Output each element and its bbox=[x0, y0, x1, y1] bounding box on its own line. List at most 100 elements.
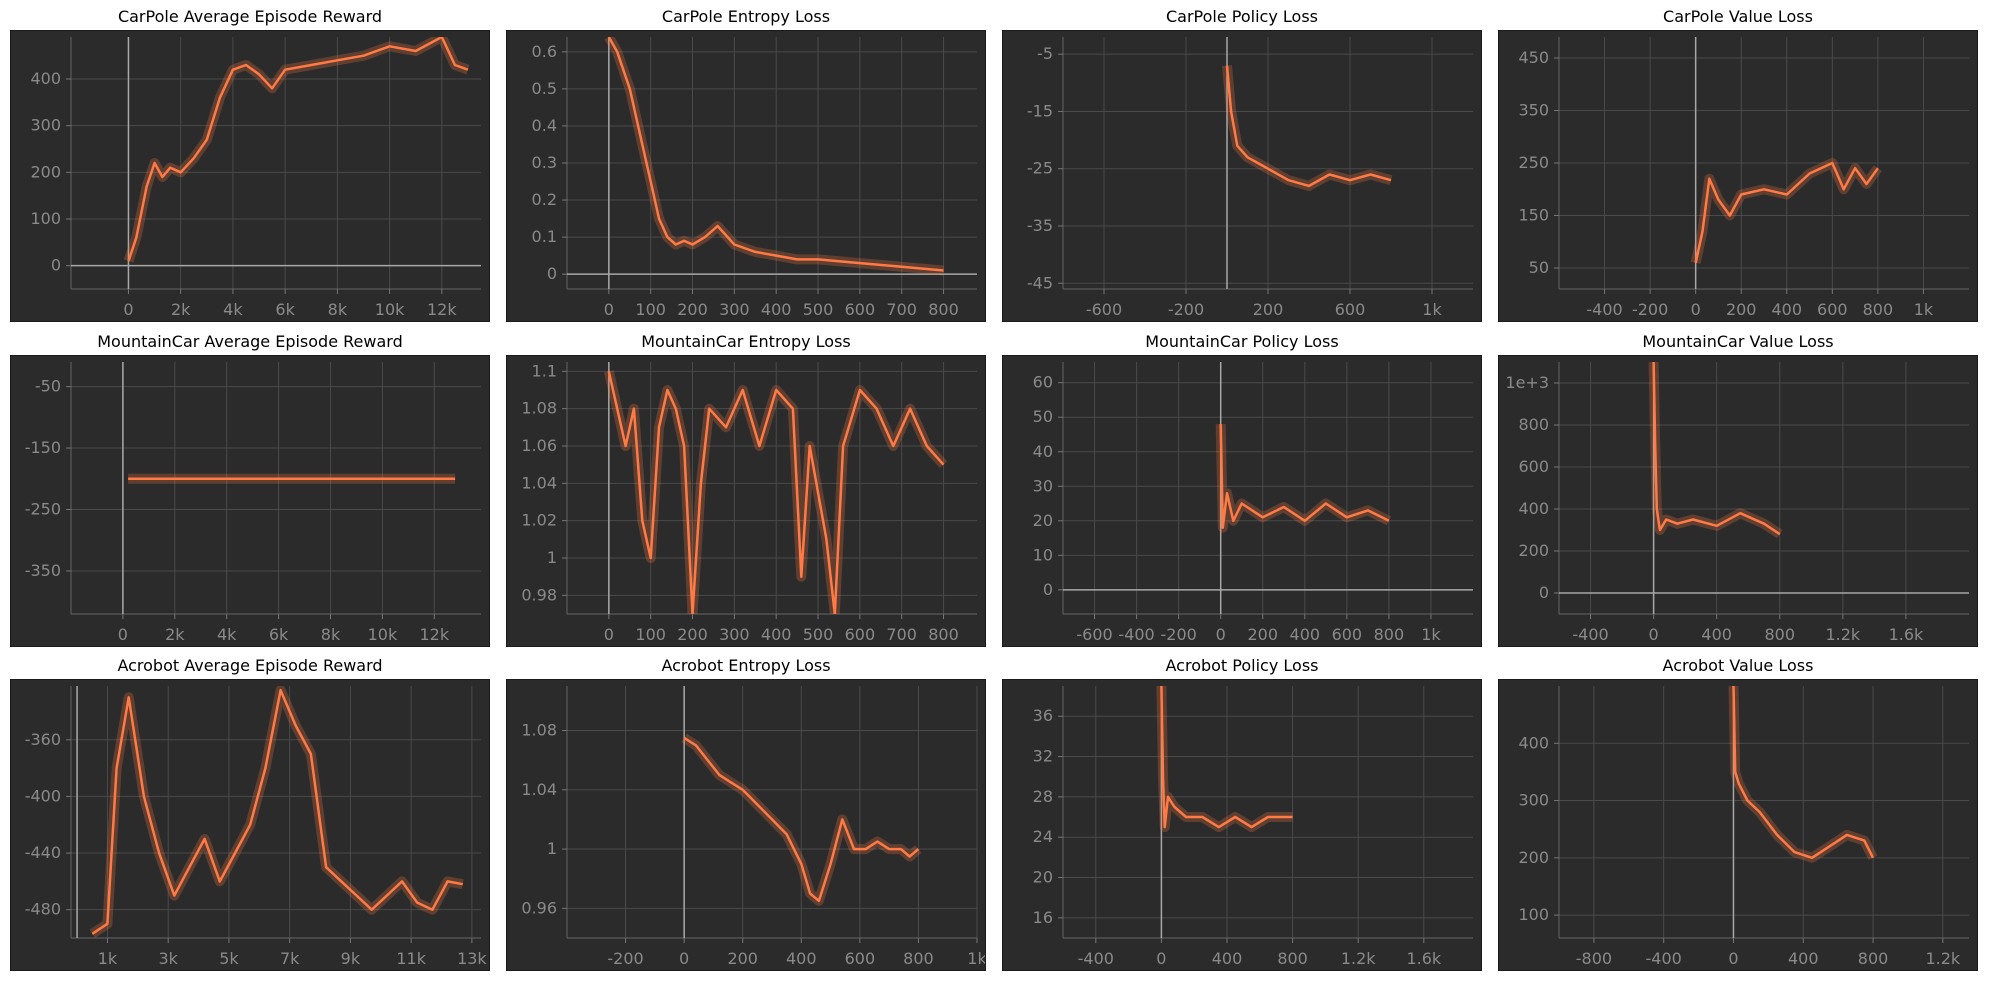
series-line bbox=[1219, 424, 1390, 529]
plot-area: 0 2k 4k 6k 8k 10k 12k 0 100 200 300 400 bbox=[10, 30, 490, 322]
series-raw-band bbox=[123, 37, 470, 263]
x-tick-label: 600 bbox=[845, 949, 876, 968]
plot-area: -600 -200 200 600 1k -45 -35 -25 -15 -5 bbox=[1002, 30, 1482, 322]
x-tick-label: 0 bbox=[1156, 949, 1166, 968]
x-tick-label: 400 bbox=[761, 625, 792, 644]
chart-panel: Acrobot Entropy Loss -200 0 200 400 600 800 1k 0… bbox=[506, 653, 986, 978]
series-line bbox=[683, 736, 920, 903]
x-tick-label: 500 bbox=[803, 625, 834, 644]
series-line bbox=[1160, 686, 1293, 829]
y-tick-label: 1 bbox=[547, 839, 557, 858]
chart-title: MountainCar Entropy Loss bbox=[641, 332, 851, 351]
x-tick-label: 1.2k bbox=[1825, 625, 1860, 644]
plot-area: 0 100 200 300 400 500 600 700 800 0 0.1 0.2 0.3 0.4 0.… bbox=[506, 30, 986, 322]
y-tick-label: 300 bbox=[1518, 791, 1549, 810]
chart-panel: Acrobot Policy Loss -400 0 400 800 1.2k 1.6k 16… bbox=[1002, 653, 1482, 978]
x-tick-label: 200 bbox=[1253, 300, 1284, 319]
y-tick-label: 200 bbox=[1518, 541, 1549, 560]
y-tick-label: 0.3 bbox=[532, 153, 557, 172]
chart-svg: -600 -200 200 600 1k -45 -35 -25 -15 -5 bbox=[1027, 37, 1473, 319]
y-tick-label: 1 bbox=[547, 548, 557, 567]
series-raw-band bbox=[1222, 65, 1393, 191]
x-tick-label: 0 bbox=[1216, 625, 1226, 644]
x-tick-label: 10k bbox=[368, 625, 398, 644]
x-tick-label: 5k bbox=[219, 949, 239, 968]
x-tick-label: 2k bbox=[165, 625, 185, 644]
x-tick-label: 800 bbox=[1764, 625, 1795, 644]
x-tick-label: 200 bbox=[1247, 625, 1278, 644]
x-tick-label: 600 bbox=[1332, 625, 1363, 644]
x-tick-label: 8k bbox=[328, 300, 348, 319]
chart-svg: 0 2k 4k 6k 8k 10k 12k -350 -250 -150 -50 bbox=[25, 362, 481, 644]
x-tick-label: 700 bbox=[886, 300, 917, 319]
chart-title: MountainCar Average Episode Reward bbox=[97, 332, 403, 351]
y-tick-label: 100 bbox=[30, 209, 61, 228]
series-line bbox=[91, 688, 464, 935]
x-tick-label: 300 bbox=[719, 625, 750, 644]
chart-panel: CarPole Policy Loss -600 -200 200 600 1k -45 -3… bbox=[1002, 4, 1482, 329]
y-tick-label: 1.06 bbox=[521, 436, 557, 455]
x-tick-label: 1k bbox=[1421, 625, 1441, 644]
x-tick-label: -600 bbox=[1076, 625, 1112, 644]
x-tick-label: 400 bbox=[1701, 625, 1732, 644]
x-tick-label: 0 bbox=[1649, 625, 1659, 644]
y-tick-label: 400 bbox=[30, 69, 61, 88]
x-tick-label: 200 bbox=[1726, 300, 1757, 319]
plot-area: -400 -200 0 200 400 600 800 1k 50 150 250 350 450 bbox=[1498, 30, 1978, 322]
y-tick-label: 1.08 bbox=[521, 399, 557, 418]
plot-area: -400 0 400 800 1.2k 1.6k 0 200 400 600 800 1e+3 bbox=[1498, 355, 1978, 647]
y-tick-label: 400 bbox=[1518, 733, 1549, 752]
y-tick-label: 1.04 bbox=[521, 473, 557, 492]
chart-panel: MountainCar Average Episode Reward 0 2k 4k 6… bbox=[10, 329, 490, 654]
y-tick-label: 50 bbox=[1033, 407, 1053, 426]
y-tick-label: 0 bbox=[1043, 580, 1053, 599]
plot-area: -800 -400 0 400 800 1.2k 100 200 300 400 bbox=[1498, 679, 1978, 971]
x-tick-label: 0 bbox=[118, 625, 128, 644]
x-tick-label: 12k bbox=[419, 625, 449, 644]
x-tick-label: 400 bbox=[1212, 949, 1243, 968]
chart-title: CarPole Value Loss bbox=[1663, 7, 1813, 26]
y-tick-label: 150 bbox=[1518, 206, 1549, 225]
x-tick-label: 0 bbox=[679, 949, 689, 968]
x-tick-label: 800 bbox=[1374, 625, 1405, 644]
y-tick-label: 36 bbox=[1033, 706, 1053, 725]
series-line bbox=[1694, 161, 1879, 264]
y-tick-label: -250 bbox=[25, 500, 61, 519]
x-tick-label: 400 bbox=[1788, 949, 1819, 968]
x-tick-label: 0 bbox=[1728, 949, 1738, 968]
chart-svg: -400 0 400 800 1.2k 1.6k 0 200 400 600 800 1e+3 bbox=[1505, 362, 1969, 644]
chart-svg: 1k 3k 5k 7k 9k 11k 13k -480 -440 -400 -360 bbox=[25, 686, 487, 968]
x-tick-label: 800 bbox=[1277, 949, 1308, 968]
x-tick-label: -400 bbox=[1586, 300, 1622, 319]
chart-panel: MountainCar Policy Loss -600 -400 -200 0 200 4… bbox=[1002, 329, 1482, 654]
x-tick-label: 3k bbox=[158, 949, 178, 968]
y-tick-label: 20 bbox=[1033, 868, 1053, 887]
x-tick-label: 800 bbox=[903, 949, 934, 968]
x-tick-label: 800 bbox=[928, 300, 959, 319]
chart-svg: -800 -400 0 400 800 1.2k 100 200 300 400 bbox=[1518, 686, 1969, 968]
chart-title: MountainCar Policy Loss bbox=[1145, 332, 1339, 351]
y-tick-label: 0 bbox=[1539, 583, 1549, 602]
y-tick-label: -350 bbox=[25, 561, 61, 580]
y-tick-label: -400 bbox=[25, 786, 61, 805]
y-tick-label: -480 bbox=[25, 900, 61, 919]
x-tick-label: 400 bbox=[1772, 300, 1803, 319]
x-tick-label: 7k bbox=[280, 949, 300, 968]
y-tick-label: 0 bbox=[547, 264, 557, 283]
x-tick-label: -200 bbox=[1632, 300, 1668, 319]
y-tick-label: 1.02 bbox=[521, 511, 557, 530]
x-tick-label: 800 bbox=[928, 625, 959, 644]
y-tick-label: -360 bbox=[25, 730, 61, 749]
x-tick-label: 4k bbox=[223, 300, 243, 319]
x-tick-label: -400 bbox=[1572, 625, 1608, 644]
chart-svg: 0 100 200 300 400 500 600 700 800 0 0.1 0.2 0.3 0.4 0.… bbox=[532, 37, 977, 319]
x-tick-label: 1k bbox=[98, 949, 118, 968]
x-tick-label: 13k bbox=[457, 949, 487, 968]
chart-panel: CarPole Entropy Loss 0 100 200 300 400 500 600 7… bbox=[506, 4, 986, 329]
x-tick-label: 100 bbox=[635, 300, 666, 319]
chart-svg: -200 0 200 400 600 800 1k 0.96 1 1.04 1.08 bbox=[521, 686, 985, 968]
x-tick-label: 12k bbox=[427, 300, 457, 319]
x-tick-label: -400 bbox=[1118, 625, 1154, 644]
y-tick-label: 400 bbox=[1518, 499, 1549, 518]
x-tick-label: 600 bbox=[845, 625, 876, 644]
